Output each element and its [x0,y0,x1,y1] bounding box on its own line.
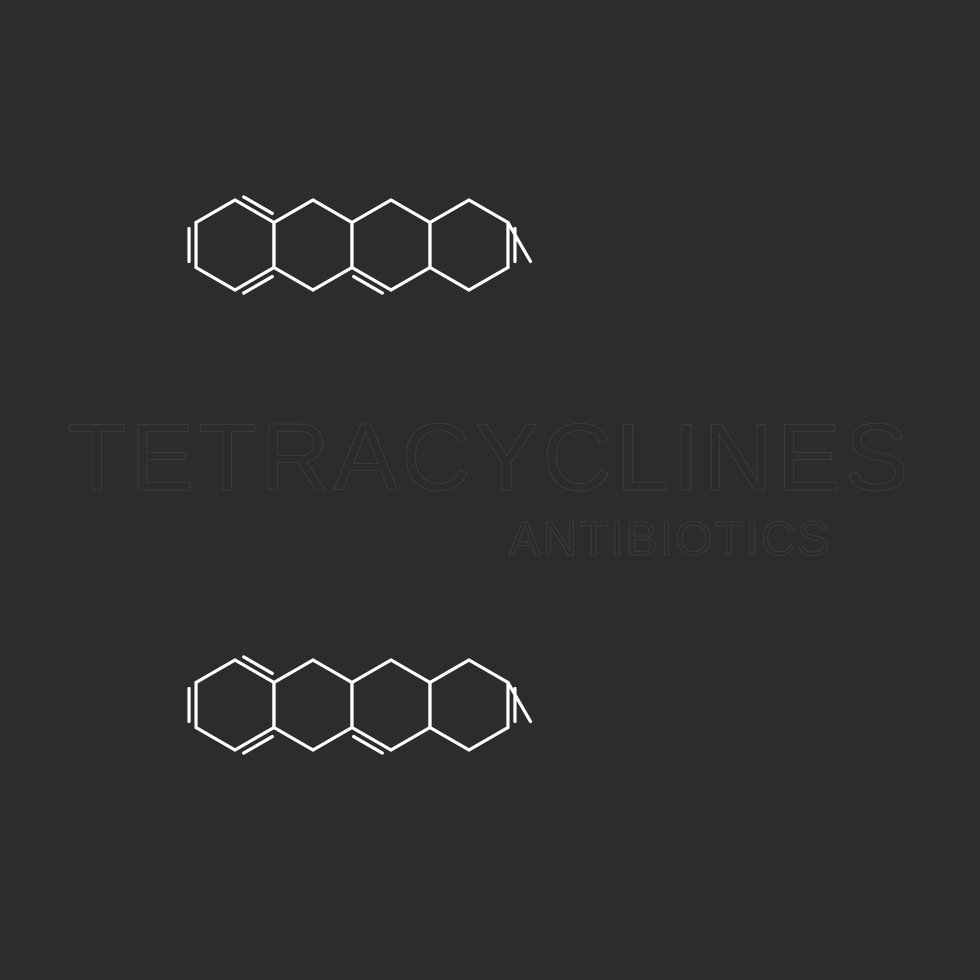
watermark-main: TETRACYCLINES [68,404,913,511]
molecule_b [189,657,530,753]
watermark-sub: ANTIBIOTICS [509,513,831,566]
molecule_t [189,197,530,293]
molecule-svg: TETRACYCLINESANTIBIOTICS [0,0,980,980]
watermark: TETRACYCLINESANTIBIOTICS [68,404,913,566]
diagram-canvas: TETRACYCLINESANTIBIOTICS [0,0,980,980]
